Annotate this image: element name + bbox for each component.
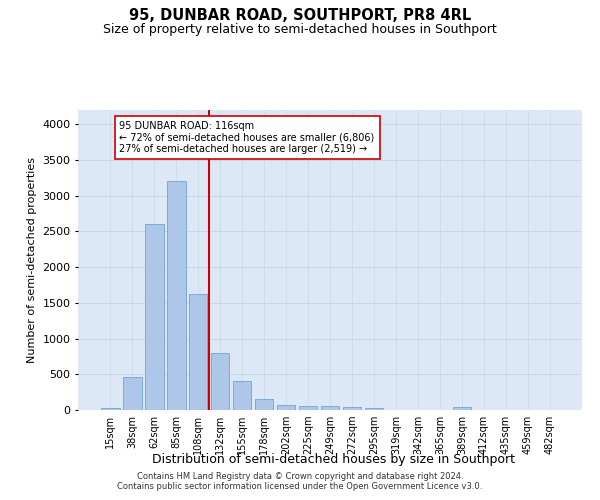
Bar <box>123 377 142 410</box>
Bar <box>211 353 229 410</box>
Text: Distribution of semi-detached houses by size in Southport: Distribution of semi-detached houses by … <box>152 452 515 466</box>
Bar <box>277 404 295 410</box>
Bar <box>255 399 274 410</box>
Bar <box>233 380 251 410</box>
Bar <box>299 406 317 410</box>
Text: Contains public sector information licensed under the Open Government Licence v3: Contains public sector information licen… <box>118 482 482 491</box>
Bar <box>145 224 164 410</box>
Text: Contains HM Land Registry data © Crown copyright and database right 2024.: Contains HM Land Registry data © Crown c… <box>137 472 463 481</box>
Bar <box>343 407 361 410</box>
Bar <box>365 408 383 410</box>
Bar <box>189 294 208 410</box>
Bar <box>320 406 340 410</box>
Bar <box>167 182 185 410</box>
Text: 95 DUNBAR ROAD: 116sqm
← 72% of semi-detached houses are smaller (6,806)
27% of : 95 DUNBAR ROAD: 116sqm ← 72% of semi-det… <box>119 120 375 154</box>
Text: 95, DUNBAR ROAD, SOUTHPORT, PR8 4RL: 95, DUNBAR ROAD, SOUTHPORT, PR8 4RL <box>129 8 471 22</box>
Bar <box>452 407 471 410</box>
Y-axis label: Number of semi-detached properties: Number of semi-detached properties <box>26 157 37 363</box>
Bar <box>101 408 119 410</box>
Text: Size of property relative to semi-detached houses in Southport: Size of property relative to semi-detach… <box>103 22 497 36</box>
